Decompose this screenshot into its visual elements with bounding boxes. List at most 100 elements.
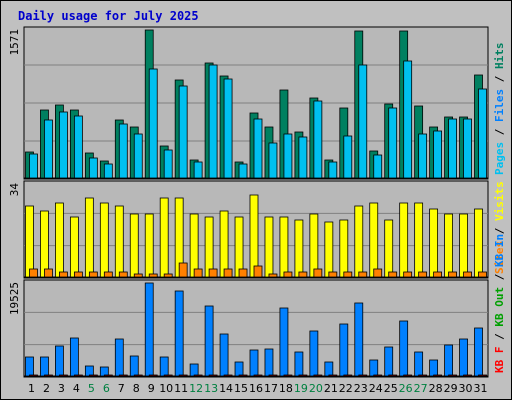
x-tick-label-day-14: 14 [219, 382, 233, 395]
bar-files-day-25 [388, 107, 398, 179]
bar-files-day-31 [478, 88, 487, 179]
x-tick-label-day-23: 23 [354, 382, 368, 395]
bar-files-day-19 [298, 136, 308, 179]
legend-text: / [493, 69, 506, 89]
bar-visits-day-14 [219, 210, 229, 278]
bar-kb-f-day-12 [193, 374, 203, 377]
x-axis-day-labels: 1 2 3 4 5 6 7 8 9 10 11 12 13 14 15 16 17 18 19 20 21 22 23 24 2… [28, 382, 488, 395]
x-tick-label-day-4: 4 [73, 382, 80, 395]
bar-kb-in-day-30 [459, 338, 468, 377]
x-tick-label-day-30: 30 [459, 382, 473, 395]
bar-files-day-21 [328, 161, 338, 179]
bar-files-day-23 [358, 64, 368, 179]
x-tick-label-day-26: 26 [399, 382, 413, 395]
x-tick-label-day-29: 29 [444, 382, 458, 395]
bar-sites-day-19 [298, 271, 308, 278]
bar-sites-day-11 [178, 262, 188, 278]
bar-visits-day-20 [309, 213, 319, 278]
legend-text: KB In [493, 234, 506, 267]
bar-kb-in-day-5 [84, 365, 94, 377]
bar-files-day-9 [148, 68, 158, 179]
series-sites [29, 262, 487, 278]
bar-sites-day-15 [238, 268, 248, 278]
bar-files-day-20 [313, 100, 323, 179]
bar-sites-day-22 [343, 271, 353, 278]
bar-sites-day-10 [163, 273, 173, 278]
bar-kb-f-day-2 [44, 374, 53, 377]
bar-visits-day-15 [234, 216, 244, 278]
x-tick-label-day-22: 22 [339, 382, 353, 395]
bar-sites-day-25 [388, 271, 398, 278]
bar-files-day-29 [448, 118, 457, 179]
bar-kb-f-day-30 [463, 374, 472, 377]
bar-visits-day-10 [159, 197, 169, 278]
bar-kb-in-day-4 [69, 337, 79, 377]
x-tick-label-day-20: 20 [309, 382, 323, 395]
right-legend-label: KB F / KB Out / KB In [493, 234, 506, 373]
x-tick-label-day-3: 3 [58, 382, 65, 395]
bar-sites-day-20 [313, 268, 323, 278]
x-tick-label-day-16: 16 [249, 382, 263, 395]
bar-kb-f-day-27 [418, 374, 428, 377]
chart-title: Daily usage for July 2025 [18, 9, 199, 23]
panel-3: 19525 KB F / KB Out / KB In [8, 234, 506, 378]
x-tick-label-day-27: 27 [414, 382, 428, 395]
bar-kb-in-day-9 [144, 282, 154, 377]
bar-kb-in-day-7 [114, 338, 124, 377]
bar-kb-in-day-18 [279, 307, 289, 377]
legend-text: KB F [493, 347, 506, 374]
bar-kb-in-day-22 [339, 323, 349, 377]
bar-kb-f-day-21 [328, 374, 338, 377]
x-tick-label-day-12: 12 [189, 382, 203, 395]
panel-1: 1571 Pages / Files / Hits [8, 26, 506, 180]
bar-files-day-5 [88, 157, 98, 179]
x-tick-label-day-5: 5 [88, 382, 95, 395]
bar-files-day-18 [283, 133, 293, 179]
bar-sites-day-4 [73, 271, 83, 278]
bar-kb-in-day-25 [384, 346, 394, 377]
bar-kb-f-day-4 [73, 374, 83, 377]
bar-kb-in-day-12 [189, 363, 199, 377]
bar-kb-f-day-22 [343, 374, 353, 377]
bar-visits-day-30 [459, 213, 468, 278]
bar-visits-day-18 [279, 216, 289, 278]
bar-visits-day-16 [249, 194, 259, 278]
bar-kb-in-day-1 [25, 356, 34, 377]
bar-visits-day-2 [40, 210, 49, 278]
x-tick-label-day-19: 19 [294, 382, 308, 395]
bar-kb-f-day-9 [148, 374, 158, 377]
bar-sites-day-3 [59, 271, 68, 278]
bar-kb-f-day-24 [373, 374, 383, 377]
bar-visits-day-9 [144, 213, 154, 278]
bar-kb-f-day-3 [59, 374, 68, 377]
bar-sites-day-16 [253, 265, 263, 278]
bar-visits-day-25 [384, 219, 394, 278]
bar-kb-in-day-16 [249, 349, 259, 377]
legend-text: Sites [493, 241, 506, 274]
bar-sites-day-28 [433, 271, 443, 278]
bar-visits-day-12 [189, 213, 199, 278]
bar-kb-f-day-15 [238, 374, 248, 377]
bar-sites-day-13 [208, 268, 218, 278]
bar-sites-day-30 [463, 271, 472, 278]
bar-visits-day-21 [324, 221, 334, 278]
x-tick-label-day-24: 24 [369, 382, 383, 395]
bar-kb-f-day-28 [433, 374, 443, 377]
bar-files-day-30 [463, 118, 472, 179]
x-tick-label-day-21: 21 [324, 382, 338, 395]
bar-files-day-11 [178, 85, 188, 179]
bar-kb-in-day-15 [234, 361, 244, 377]
bar-files-day-15 [238, 163, 248, 179]
bar-files-day-10 [163, 149, 173, 179]
bar-visits-day-7 [114, 205, 124, 278]
bar-kb-f-day-29 [448, 374, 457, 377]
bar-files-day-4 [73, 115, 83, 179]
bar-kb-in-day-11 [174, 290, 184, 377]
bar-kb-f-day-14 [223, 374, 233, 377]
bar-visits-day-19 [294, 219, 304, 278]
bar-kb-in-day-17 [264, 348, 274, 377]
bar-kb-f-day-8 [133, 374, 143, 377]
bar-sites-day-14 [223, 268, 233, 278]
bar-kb-in-day-14 [219, 333, 229, 377]
bar-files-day-24 [373, 154, 383, 179]
